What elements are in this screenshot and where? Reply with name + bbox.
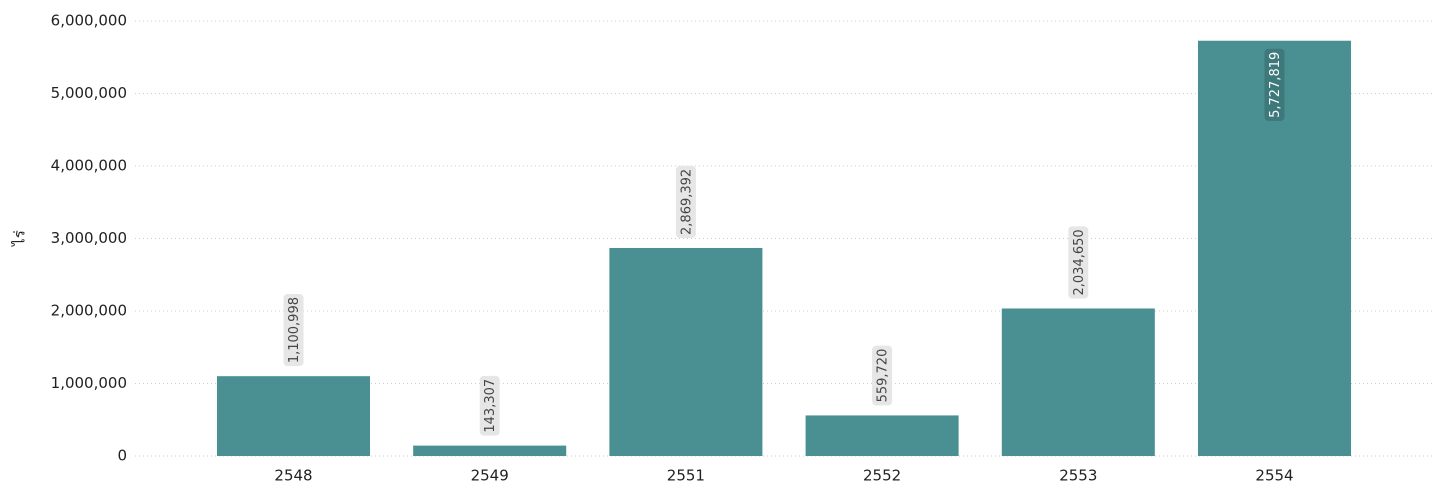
bar (1001, 308, 1155, 456)
y-tick-label: 3,000,000 (51, 229, 127, 247)
y-tick-label: 6,000,000 (51, 12, 127, 30)
y-tick-label: 5,000,000 (51, 84, 127, 102)
y-axis-label: ไร่ (11, 230, 29, 247)
x-tick-label: 2549 (471, 467, 509, 485)
value-label-box (1264, 48, 1285, 121)
bar (413, 445, 567, 456)
x-tick-label: 2554 (1255, 467, 1293, 485)
value-label: 143,307 (483, 379, 498, 433)
value-label: 559,720 (876, 349, 891, 403)
value-label: 1,100,998 (287, 297, 302, 363)
value-label: 5,727,819 (1268, 52, 1283, 118)
bar (609, 247, 763, 456)
x-tick-label: 2551 (667, 467, 705, 485)
y-tick-label: 4,000,000 (51, 157, 127, 175)
x-tick-label: 2548 (274, 467, 312, 485)
value-label-box (479, 375, 500, 436)
value-label-box (675, 165, 696, 238)
y-tick-label: 1,000,000 (51, 374, 127, 392)
y-tick-label: 0 (117, 447, 127, 465)
value-label-box (872, 345, 893, 406)
value-label: 2,034,650 (1072, 229, 1087, 295)
y-tick-label: 2,000,000 (51, 302, 127, 320)
value-label-box (1068, 226, 1089, 299)
x-tick-label: 2553 (1059, 467, 1097, 485)
bar (805, 415, 959, 456)
value-label-box (283, 294, 304, 367)
bar (216, 376, 371, 456)
value-label: 2,869,392 (679, 169, 694, 235)
x-tick-label: 2552 (863, 467, 901, 485)
